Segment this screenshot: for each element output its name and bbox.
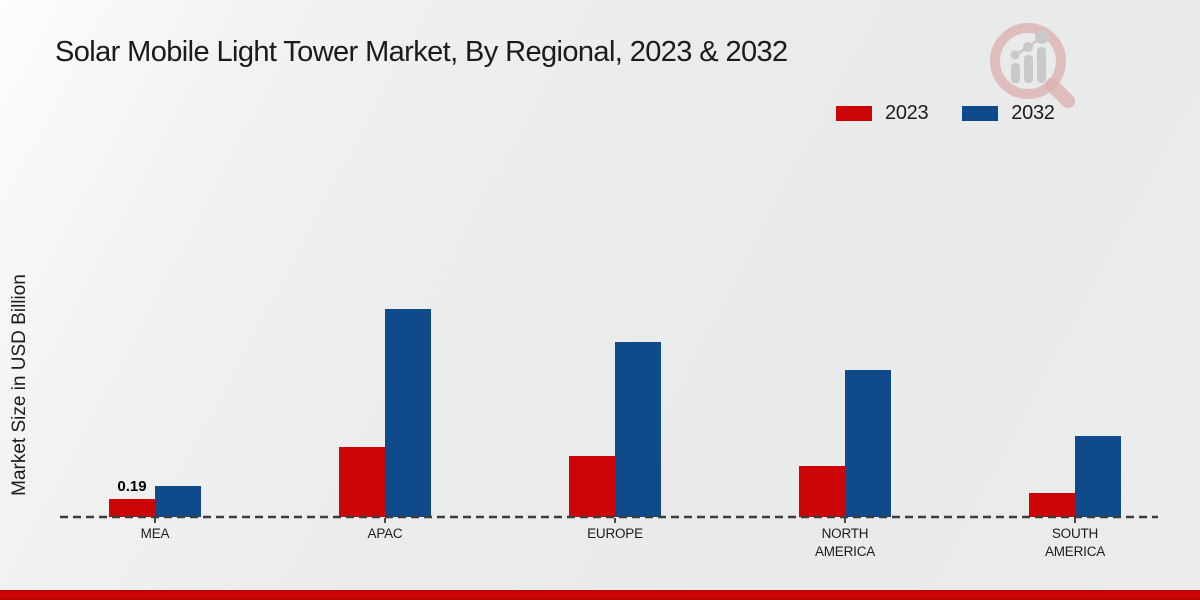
bar-2023-europe (569, 456, 615, 517)
x-axis-tick (1074, 518, 1076, 523)
x-axis-label-south-america: SOUTH AMERICA (1044, 526, 1106, 559)
legend-label: 2023 (885, 102, 929, 124)
x-axis-label-mea: MEA (140, 526, 170, 541)
bar-2023-south-america (1029, 493, 1075, 517)
bar-2032-south-america (1075, 436, 1121, 517)
chart-title: Solar Mobile Light Tower Market, By Regi… (55, 36, 788, 68)
legend-item-2032: 2032 (962, 102, 1055, 125)
legend-item-2023: 2023 (836, 102, 929, 125)
bar-2032-apac (385, 309, 431, 517)
x-axis-label-north-america: NORTH AMERICA (814, 526, 876, 559)
bar-2032-europe (615, 342, 661, 517)
x-axis-dashed-line (60, 515, 1158, 519)
magnifier-growth-logo-icon (990, 23, 1075, 108)
x-axis-label-europe: EUROPE (587, 526, 643, 541)
bar-2023-mea (109, 499, 155, 517)
legend-label: 2032 (1011, 102, 1055, 124)
x-axis-label-apac: APAC (367, 526, 403, 541)
footer-red-bar (0, 590, 1200, 600)
legend: 2023 2032 (836, 102, 1055, 125)
x-axis-tick (154, 518, 156, 523)
legend-swatch-2023 (836, 106, 872, 121)
y-axis-label: Market Size in USD Billion (9, 274, 30, 496)
bar-2032-mea (155, 486, 201, 517)
legend-swatch-2032 (962, 106, 999, 121)
value-label-mea-2023: 0.19 (117, 478, 147, 495)
x-axis-tick (614, 518, 616, 523)
x-axis-tick (844, 518, 846, 523)
bar-2023-north-america (799, 466, 845, 517)
bar-2023-apac (339, 447, 385, 517)
bar-2032-north-america (845, 370, 891, 517)
x-axis-tick (384, 518, 386, 523)
